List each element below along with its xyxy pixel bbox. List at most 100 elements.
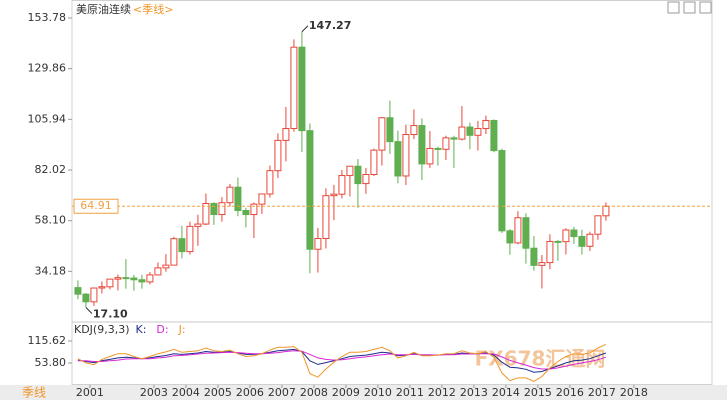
x-tick-label: 2018 — [620, 386, 648, 399]
candle-body — [538, 262, 546, 266]
candle-body — [386, 117, 394, 143]
x-tick-label: 2007 — [268, 386, 296, 399]
x-tick-label: 2001 — [76, 386, 104, 399]
y-tick-label: 105.94 — [28, 112, 67, 125]
x-tick-label: 2005 — [204, 386, 232, 399]
candle-body — [90, 287, 98, 303]
candle-body — [410, 125, 418, 135]
x-tick-label: 2009 — [332, 386, 360, 399]
y-tick-label: 82.02 — [35, 163, 67, 176]
candle-body — [170, 238, 178, 266]
y-tick-label: 34.18 — [35, 264, 67, 277]
x-tick-label: 2013 — [460, 386, 488, 399]
plot-frame — [71, 0, 713, 385]
x-tick-label: 2006 — [236, 386, 264, 399]
candle-body — [450, 137, 458, 140]
candle-body — [74, 287, 82, 295]
candle-body — [322, 195, 330, 239]
x-tick-label: 2016 — [556, 386, 584, 399]
candle-body — [130, 277, 138, 281]
candle-body — [274, 139, 282, 172]
candle-body — [562, 229, 570, 243]
candle-body — [506, 230, 514, 244]
y-tick-label: 115.62 — [28, 334, 67, 347]
candle-body — [482, 119, 490, 130]
x-tick-label: 2015 — [524, 386, 552, 399]
candle-body — [346, 165, 354, 177]
x-tick-label: 2004 — [172, 386, 200, 399]
y-tick-label: 129.86 — [28, 62, 67, 75]
last-price-label: 64.91 — [80, 199, 112, 212]
candle-body — [514, 217, 522, 244]
candle-body — [586, 233, 594, 247]
candle-body — [466, 126, 474, 136]
max-pointer — [301, 25, 309, 33]
candle-body — [330, 193, 338, 197]
x-tick-label: 2014 — [492, 386, 520, 399]
candle-body — [314, 237, 322, 250]
candle-body — [106, 278, 114, 288]
candle-body — [442, 137, 450, 150]
indicator-line — [77, 348, 607, 373]
candle-body — [426, 147, 434, 165]
min-label: 17.10 — [93, 308, 128, 321]
legend-entry: D: — [156, 323, 168, 336]
max-label: 147.27 — [309, 19, 351, 32]
candle-body — [338, 175, 346, 195]
candle-body — [498, 150, 506, 232]
candle-body — [602, 205, 610, 217]
candle-body — [306, 130, 314, 250]
candle-body — [178, 238, 186, 253]
period-button[interactable]: 季线 — [22, 386, 46, 400]
watermark: FX678汇通网 — [475, 347, 606, 371]
candle-body — [138, 279, 146, 283]
candle-body — [354, 165, 362, 185]
x-tick-label: 2010 — [364, 386, 392, 399]
min-pointer — [85, 307, 93, 314]
candle-body — [402, 133, 410, 177]
candle-body — [250, 203, 258, 216]
icon[interactable] — [667, 1, 680, 14]
candle-body — [146, 274, 154, 283]
candle-body — [186, 225, 194, 253]
candle-body — [82, 293, 90, 303]
candle-body — [546, 240, 554, 264]
candle-body — [378, 117, 386, 151]
candle-body — [298, 46, 306, 132]
candle-body — [578, 236, 586, 247]
candle-body — [434, 147, 442, 150]
candle-body — [154, 267, 162, 276]
icon[interactable] — [699, 1, 712, 14]
indicator-line — [77, 343, 607, 382]
period-label[interactable]: <季线> — [133, 2, 173, 16]
candle-body — [522, 217, 530, 249]
candle-body — [114, 277, 122, 280]
candle-body — [290, 46, 298, 130]
candle-body — [282, 128, 290, 141]
candle-body — [490, 119, 498, 152]
candle-body — [210, 203, 218, 216]
candle-body — [362, 173, 370, 185]
x-tick-label: 2003 — [140, 386, 168, 399]
x-tick-label: 2008 — [300, 386, 328, 399]
candle-body — [530, 247, 538, 266]
legend-entry: J: — [178, 323, 186, 336]
candle-body — [458, 126, 466, 140]
candle-body — [162, 264, 170, 269]
candle-body — [474, 128, 482, 136]
candle-body — [418, 125, 426, 165]
x-axis-strip — [0, 385, 727, 400]
candle-body — [194, 223, 202, 227]
y-tick-label: 58.10 — [35, 214, 67, 227]
icon[interactable] — [683, 1, 696, 14]
candle-body — [242, 209, 250, 216]
y-tick-label: 53.80 — [35, 356, 67, 369]
candle-body — [266, 170, 274, 195]
candle-body — [594, 215, 602, 235]
candle-body — [570, 229, 578, 238]
candle-body — [258, 193, 266, 205]
indicator-line — [77, 350, 607, 370]
x-tick-label: 2017 — [588, 386, 616, 399]
x-tick-label: 2012 — [428, 386, 456, 399]
